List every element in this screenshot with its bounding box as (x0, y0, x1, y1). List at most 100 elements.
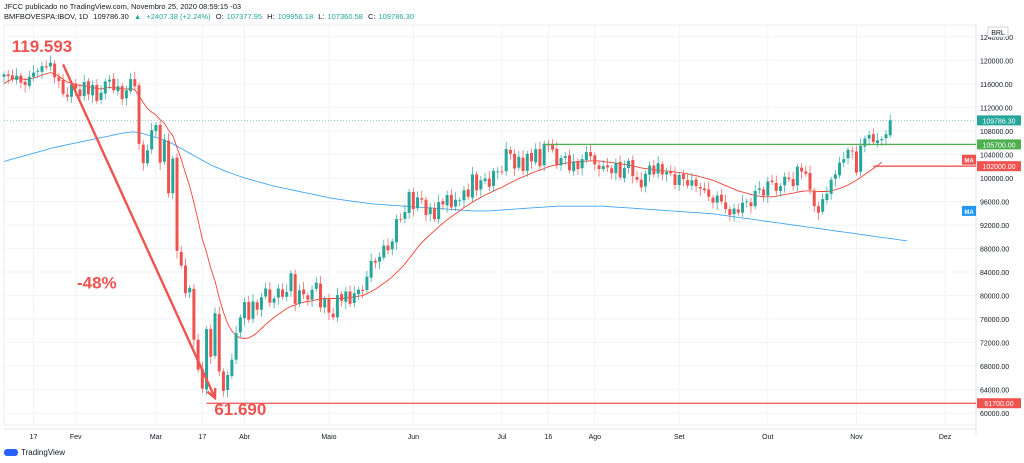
x-tick-label: 17 (198, 434, 206, 441)
candle-body (555, 148, 559, 165)
candle-body (112, 78, 116, 91)
candle-body (179, 251, 183, 266)
candle-body (158, 125, 162, 163)
last-price-label: 109786.30 (982, 118, 1015, 125)
x-tick-label: Nov (850, 434, 863, 441)
candle-body (356, 289, 360, 295)
y-tick-label: 124000.00 (980, 35, 1013, 42)
candle-body (32, 72, 36, 77)
candle-body (829, 179, 833, 194)
candle-body (373, 260, 377, 263)
x-tick-label: Jun (408, 434, 419, 441)
x-tick-label: Dez (939, 434, 952, 441)
candle-body (19, 75, 23, 83)
candle-body (614, 162, 618, 174)
candle-body (648, 165, 652, 175)
candle-body (70, 84, 74, 97)
candle-body (437, 202, 441, 220)
candle-body (778, 186, 782, 191)
candle-body (677, 175, 681, 185)
candle-body (762, 189, 766, 196)
candle-body (2, 74, 6, 77)
candle-body (424, 199, 428, 215)
brand-name: TradingView (21, 447, 66, 457)
candle-body (108, 79, 111, 82)
candle-body (74, 83, 78, 89)
y-tick-label: 76000.00 (980, 317, 1009, 324)
candle-body (563, 156, 567, 158)
ma-tag-label: MA (964, 159, 974, 165)
candle-body (508, 150, 512, 154)
x-tick-label: Fev (70, 434, 82, 441)
x-tick-label: Ago (589, 434, 602, 441)
candle-body (669, 171, 673, 174)
drop-arrow-line (61, 63, 217, 399)
candle-body (715, 195, 719, 203)
candle-body (65, 94, 69, 97)
candle-body (681, 174, 685, 180)
y-tick-label: 72000.00 (980, 341, 1009, 348)
currency-label: BRL (991, 30, 1005, 37)
last-price: 109786.30 (93, 12, 129, 21)
level-label: 105700.00 (982, 142, 1015, 149)
level-label: 102000.00 (982, 164, 1015, 171)
candle-body (618, 161, 622, 178)
candle-body (871, 134, 875, 143)
ma-tag-label: MA (964, 210, 974, 216)
candle-body (479, 180, 483, 190)
candle-body (361, 289, 365, 291)
high-label: H: (267, 12, 275, 21)
candle-body (272, 298, 276, 303)
candle-body (770, 180, 774, 183)
ma-tag-box (962, 154, 976, 165)
y-tick-label: 84000.00 (980, 270, 1009, 277)
candle-body (141, 144, 145, 164)
x-tick-label: Jul (497, 434, 506, 441)
candle-body (466, 189, 470, 197)
candle-body (745, 201, 749, 203)
candle-body (838, 162, 842, 176)
candle-body (420, 198, 424, 200)
candle-body (833, 174, 837, 179)
candle-body (816, 206, 820, 213)
candle-body (230, 359, 234, 376)
candle-body (268, 289, 272, 303)
candle-body (91, 85, 95, 96)
y-tick-label: 108000.00 (980, 129, 1013, 136)
candle-body (732, 208, 736, 215)
candle-body (145, 150, 149, 164)
candle-body (403, 212, 407, 219)
candle-body (821, 199, 825, 212)
candle-body (559, 157, 563, 166)
candle-body (741, 202, 744, 213)
candle-body (188, 287, 192, 293)
candle-body (534, 149, 538, 163)
candle-body (133, 79, 137, 87)
candle-body (302, 289, 306, 295)
candle-body (137, 85, 141, 144)
candle-body (757, 188, 761, 190)
last-price-box (977, 115, 1021, 126)
candle-body (365, 276, 369, 290)
candle-body (546, 144, 550, 146)
candle-body (428, 207, 432, 215)
candle-body (470, 174, 474, 198)
candle-body (749, 202, 753, 207)
candle-body (86, 81, 90, 95)
drop-arrow-head (206, 387, 217, 401)
candle-body (205, 329, 209, 390)
symbol-line: BMFBOVESPA:IBOV, 1D 109786.30 ▲ +2407.38… (4, 12, 417, 21)
level-label-box (977, 161, 1021, 172)
candle-body (264, 288, 268, 297)
candle-body (255, 302, 259, 310)
up-arrow-icon: ▲ (133, 12, 142, 21)
candle-body (525, 153, 529, 171)
candle-body (703, 188, 707, 191)
candle-body (27, 76, 31, 86)
moving-average-fast (3, 72, 883, 339)
candle-body (48, 62, 52, 67)
candle-body (500, 171, 504, 173)
candle-body (61, 80, 65, 94)
candle-body (572, 161, 576, 172)
